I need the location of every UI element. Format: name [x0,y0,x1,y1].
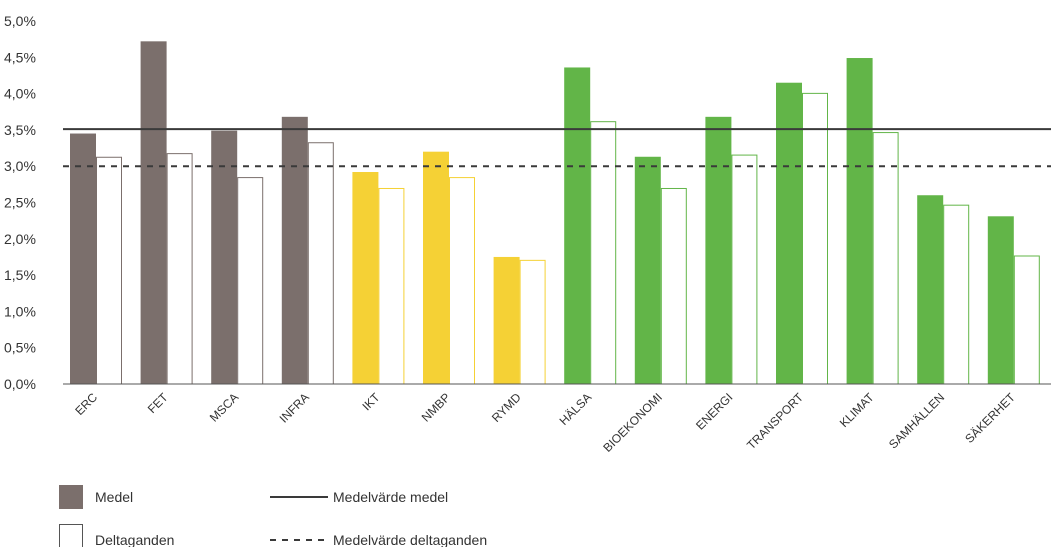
bar-deltaganden [307,142,334,385]
bar-medel [917,195,944,384]
bar-medel [281,116,308,384]
y-tick-label: 3,5% [4,122,36,138]
legend-label-deltaganden: Deltaganden [95,532,174,547]
y-tick-label: 0,5% [4,340,36,356]
category-label: SÄKERHET [962,390,1018,446]
legend-label-medelvarde-medel: Medelvärde medel [333,489,448,505]
bar-deltaganden [802,92,828,385]
category-label: MSCA [207,390,241,424]
legend-label-medel: Medel [95,489,133,505]
y-tick-label: 0,0% [4,376,36,392]
y-axis-ticks: 0,0% 0,5% 1,0% 1,5% 2,0% 2,5% 3,0% 3,5% 4,0% 4,5%… [4,13,36,392]
y-tick-label: 2,5% [4,195,36,211]
y-tick-label: 4,0% [4,86,36,102]
y-tick-label: 3,0% [4,158,36,174]
legend-swatch-medel [59,485,83,509]
category-label: INFRA [277,390,312,425]
category-label: HÄLSA [557,390,595,428]
bar-medel [987,216,1014,384]
x-axis-labels: ERC FET MSCA INFRA IKT NMBP RYMD HÄLSA BIOEKONOM… [72,390,1018,455]
y-tick-label: 1,5% [4,267,36,283]
category-label: TRANSPORT [744,390,807,453]
category-label: NMBP [419,390,453,424]
category-label: RYMD [489,390,524,425]
bar-deltaganden [166,153,193,385]
bar-medel [70,133,96,384]
category-label: KLIMAT [837,390,877,430]
bar-deltaganden [378,187,405,385]
bar-deltaganden [96,156,122,385]
bar-medel [564,67,591,385]
legend-swatch-deltaganden [59,524,83,547]
legend-label-medelvarde-deltaganden: Medelvärde deltaganden [333,532,487,547]
bar-deltaganden [237,177,264,385]
category-label: ENERGI [693,390,735,432]
bar-deltaganden [943,204,970,385]
y-tick-label: 4,5% [4,49,36,65]
bar-medel [140,41,167,384]
category-label: FET [145,390,171,416]
reference-lines [63,128,1051,168]
bar-deltaganden [872,132,899,385]
bar-medel [634,156,661,384]
legend: Medel Deltaganden Medelvärde medel Medel… [59,485,487,547]
bar-medel [776,82,802,385]
category-label: IKT [359,390,383,414]
y-tick-label: 5,0% [4,13,36,29]
y-tick-label: 1,0% [4,303,36,319]
bar-deltaganden [449,177,475,385]
bar-medel [211,130,238,384]
bar-deltaganden [660,187,687,385]
bar-medel [705,116,732,384]
category-label: SAMHÄLLEN [886,390,947,451]
bar-deltaganden [731,154,758,385]
bar-medel [352,172,379,384]
bar-medel [423,151,449,384]
category-label: ERC [72,390,100,418]
bar-deltaganden [1013,255,1040,385]
bar-medel [846,58,873,384]
y-tick-label: 2,0% [4,231,36,247]
category-label: BIOEKONOMI [600,390,665,455]
bar-deltaganden [519,259,546,385]
bars [70,41,1040,385]
bar-deltaganden [590,121,617,385]
bar-medel [493,256,520,384]
